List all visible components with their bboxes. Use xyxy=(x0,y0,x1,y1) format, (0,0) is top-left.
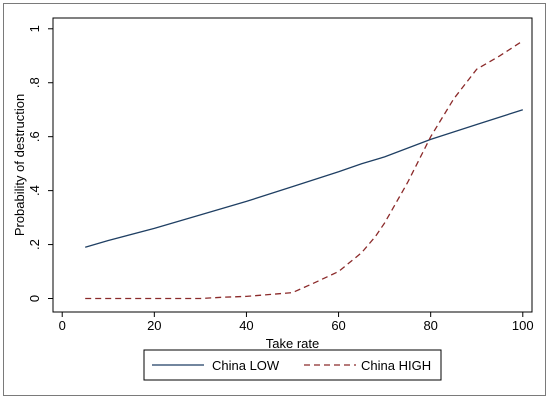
y-tick-label: 1 xyxy=(27,25,42,32)
x-tick-label: 20 xyxy=(147,318,161,333)
x-axis-ticks: 0 20 40 60 80 100 xyxy=(59,312,534,333)
x-tick-label: 40 xyxy=(239,318,253,333)
x-tick-label: 100 xyxy=(512,318,534,333)
y-tick-label: 0 xyxy=(27,295,42,302)
y-axis-ticks: 0 .2 .4 .6 .8 1 xyxy=(27,25,53,302)
y-tick-label: .8 xyxy=(27,77,42,88)
x-axis-title: Take rate xyxy=(266,336,319,351)
x-tick-label: 80 xyxy=(423,318,437,333)
y-axis-title: Probability of destruction xyxy=(12,94,27,236)
plot-border xyxy=(52,17,533,313)
y-tick-label: .2 xyxy=(27,239,42,250)
legend: China LOW China HIGH xyxy=(143,349,442,381)
x-tick-label: 0 xyxy=(59,318,66,333)
y-tick-label: .6 xyxy=(27,131,42,142)
series-layer xyxy=(85,40,524,300)
chart-frame xyxy=(3,3,546,396)
legend-label-2: China HIGH xyxy=(361,358,431,373)
series-line-1 xyxy=(85,109,523,248)
plot-area: 0 20 40 60 80 100 0 .2 .4 .6 .8 1 xyxy=(27,17,534,333)
y-tick-label: .4 xyxy=(27,185,42,196)
legend-label-1: China LOW xyxy=(212,358,280,373)
x-tick-label: 60 xyxy=(331,318,345,333)
series-line-2 xyxy=(85,40,524,300)
